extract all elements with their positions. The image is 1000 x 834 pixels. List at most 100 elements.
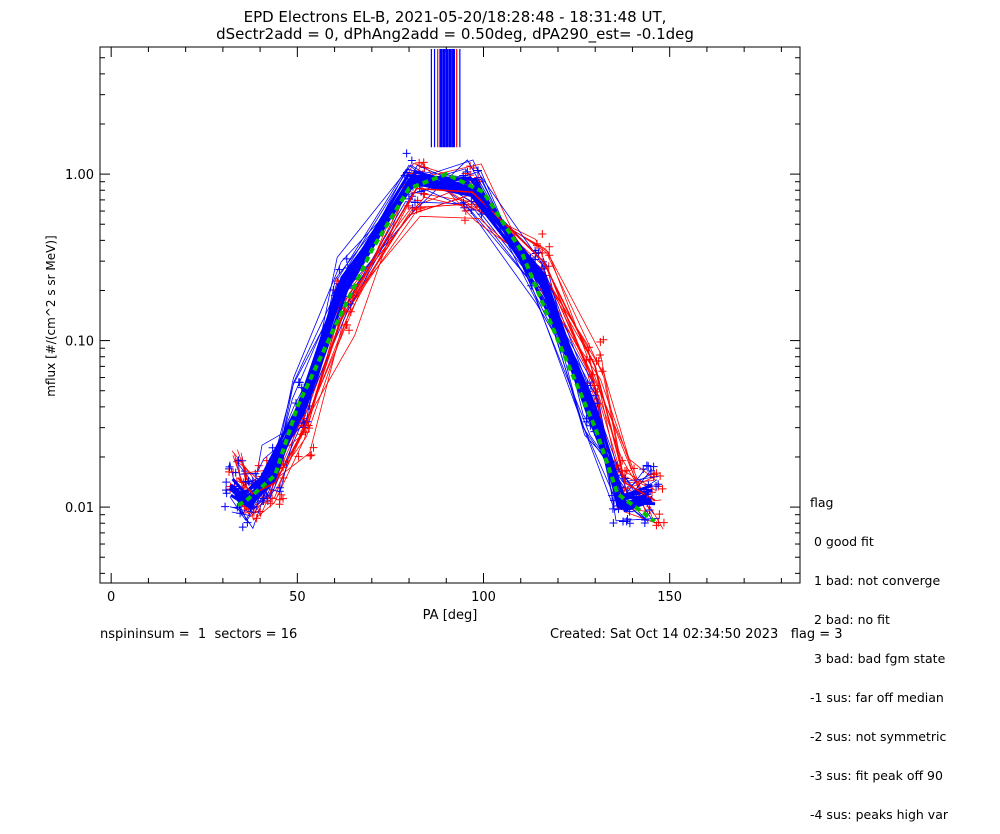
vertical-bars — [430, 49, 461, 148]
spread-line — [237, 196, 656, 518]
data-point — [644, 462, 653, 471]
data-mesh — [221, 149, 668, 532]
footer-left: nspininsum = 1 sectors = 16 — [100, 627, 298, 642]
spread-line — [229, 168, 655, 510]
data-point — [595, 350, 604, 359]
band-line — [228, 173, 653, 513]
band-line — [233, 174, 653, 511]
data-point — [238, 523, 247, 532]
data-point — [545, 242, 554, 251]
data-point — [630, 464, 639, 473]
legend-item: -3 sus: fit peak off 90 — [810, 768, 943, 783]
data-point — [294, 452, 303, 461]
data-point — [342, 254, 351, 263]
chart-subtitle: dSectr2add = 0, dPhAng2add = 0.50deg, dP… — [216, 25, 694, 44]
data-point — [225, 462, 234, 471]
data-point — [335, 265, 344, 274]
x-tick-label: 150 — [657, 590, 682, 605]
data-point — [231, 468, 240, 477]
data-point — [402, 149, 411, 158]
legend-item: -2 sus: not symmetric — [810, 729, 947, 744]
data-point — [609, 518, 618, 527]
x-tick-label: 100 — [471, 590, 496, 605]
data-point — [275, 495, 284, 504]
data-point — [641, 516, 650, 525]
data-point — [459, 198, 468, 207]
series-lines — [233, 171, 656, 524]
data-point — [407, 156, 416, 165]
data-point — [622, 466, 631, 475]
data-point — [538, 229, 547, 238]
band-line — [230, 177, 653, 508]
data-point — [343, 320, 352, 329]
data-point — [410, 198, 419, 207]
series-line — [237, 187, 656, 501]
data-point — [309, 443, 318, 452]
axis-ticks — [100, 47, 800, 583]
legend-title: flag — [810, 495, 834, 510]
x-tick-label: 0 — [107, 590, 115, 605]
data-point — [222, 486, 231, 495]
data-point — [275, 483, 284, 492]
y-tick-label: 0.10 — [65, 335, 94, 350]
spread-line — [240, 203, 662, 505]
band-line — [229, 181, 652, 511]
data-point — [534, 248, 543, 257]
data-point — [461, 206, 470, 215]
data-point — [460, 216, 469, 225]
data-point — [277, 490, 286, 499]
data-point — [619, 517, 628, 526]
y-tick-label: 1.00 — [65, 168, 94, 183]
legend-item: 0 good fit — [810, 534, 874, 549]
data-point — [244, 477, 253, 486]
tick-labels: 0 50 100 150 0.01 0.10 1.00 — [65, 168, 682, 605]
spread-line — [243, 182, 658, 524]
band-line — [231, 174, 656, 506]
data-point — [655, 510, 664, 519]
data-point — [262, 491, 271, 500]
data-point — [625, 519, 634, 528]
data-point — [649, 462, 658, 471]
legend-item: 3 bad: bad fgm state — [810, 651, 946, 666]
legend-item: -1 sus: far off median — [810, 690, 944, 705]
legend-item: 2 bad: no fit — [810, 612, 890, 627]
data-point — [652, 521, 661, 530]
y-axis-label: mflux [#/(cm^2 s sr MeV)] — [44, 235, 58, 396]
band-line — [234, 170, 648, 508]
spread-line — [234, 190, 657, 508]
data-point — [221, 502, 230, 511]
spread-line — [231, 168, 655, 523]
legend-item: 1 bad: not converge — [810, 573, 941, 588]
data-point — [654, 480, 663, 489]
data-point — [279, 474, 288, 483]
data-point — [652, 482, 661, 491]
data-point — [599, 335, 608, 344]
spread-line — [229, 169, 658, 521]
x-axis-label: PA [deg] — [423, 608, 478, 623]
data-point — [248, 477, 257, 486]
data-point — [346, 307, 355, 316]
data-point — [266, 499, 275, 508]
data-point — [252, 514, 261, 523]
data-point — [623, 514, 632, 523]
chart-svg: 0 50 100 150 0.01 0.10 1.00 EPD Electrons EL-B… — [44, 8, 801, 623]
data-point — [345, 326, 354, 335]
plot-frame — [99, 46, 801, 584]
data-point — [307, 450, 316, 459]
data-point — [256, 507, 265, 516]
spread-line — [242, 190, 654, 489]
data-point — [642, 461, 651, 470]
data-point — [658, 484, 667, 493]
spread-line — [234, 159, 660, 522]
data-point — [306, 451, 315, 460]
y-tick-label: 0.01 — [65, 501, 94, 516]
spread-line — [239, 162, 649, 518]
data-point — [268, 494, 277, 503]
footer-right: Created: Sat Oct 14 02:34:50 2023 flag =… — [550, 627, 843, 642]
series-line — [233, 180, 652, 502]
chart-title: EPD Electrons EL-B, 2021-05-20/18:28:48 … — [244, 8, 667, 26]
data-point — [222, 478, 231, 487]
x-tick-label: 50 — [289, 590, 306, 605]
legend-item: -4 sus: peaks high var — [810, 807, 949, 822]
spread-line — [232, 196, 654, 510]
